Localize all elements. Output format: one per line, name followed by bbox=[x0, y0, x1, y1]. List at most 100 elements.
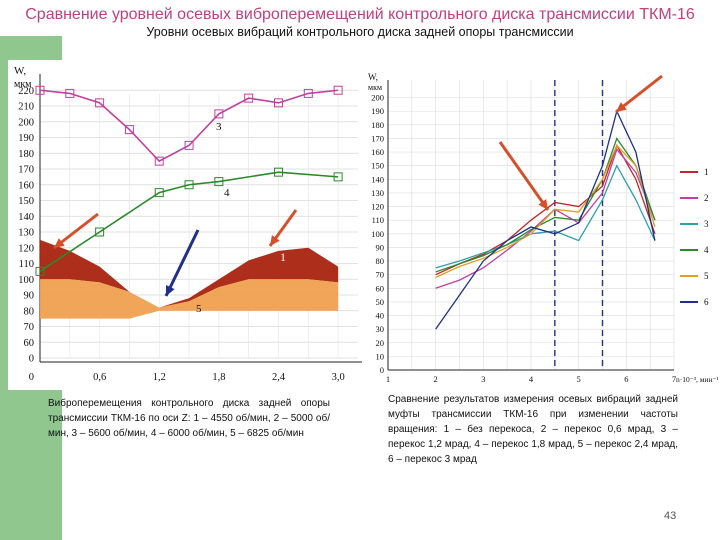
left-label-5: 5 bbox=[196, 303, 202, 315]
right-arrow-red-1-head bbox=[616, 102, 627, 112]
left-y-tick: 110 bbox=[19, 259, 34, 270]
left-y-tick: 170 bbox=[18, 165, 34, 176]
left-band-1 bbox=[40, 239, 339, 308]
right-x-tick: 4 bbox=[529, 374, 534, 384]
right-caption: Сравнение результатов измерения осевых в… bbox=[388, 394, 678, 465]
left-point-3 bbox=[184, 140, 194, 150]
right-series-3 bbox=[435, 164, 656, 269]
left-y-label-unit: мкм bbox=[14, 79, 32, 90]
left-point-3 bbox=[95, 98, 105, 108]
right-arrow-red-2-head bbox=[538, 199, 548, 210]
left-y-tick: 120 bbox=[18, 243, 34, 254]
right-legend-label-5: 5 bbox=[704, 271, 709, 281]
left-chart: 0 60 70 80 90 100 110 120 130 140 150 160 170 180 190 2… bbox=[8, 60, 391, 390]
right-y-tick: 180 bbox=[371, 120, 384, 130]
right-x-label: n·10⁻³, мин⁻¹ bbox=[676, 375, 718, 384]
slide-subtitle: Уровни осевых вибраций контрольного диск… bbox=[146, 25, 574, 39]
right-x-tick: 3 bbox=[481, 374, 485, 384]
right-y-tick: 100 bbox=[371, 229, 384, 239]
left-y-tick: 0 bbox=[29, 354, 34, 365]
left-y-tick: 80 bbox=[24, 306, 35, 317]
left-point-3 bbox=[244, 93, 254, 103]
left-zero: 0 bbox=[29, 372, 34, 383]
right-y-tick: 20 bbox=[376, 338, 385, 348]
right-y-tick: 0 bbox=[380, 365, 384, 375]
right-x-tick: 7 bbox=[672, 374, 676, 384]
left-label-1: 1 bbox=[280, 250, 286, 264]
left-y-tick: 220 bbox=[18, 86, 34, 97]
left-arrow-blue bbox=[164, 229, 200, 297]
right-x-tick: 1 bbox=[386, 374, 390, 384]
right-chart: 0 10 20 30 40 50 60 70 80 90 100 110 120 130 140 150 160… bbox=[362, 70, 719, 388]
left-y-tick: 180 bbox=[18, 149, 34, 160]
right-y-tick: 50 bbox=[376, 297, 385, 307]
left-arrow-red-1-head bbox=[54, 238, 65, 248]
left-point-4 bbox=[274, 167, 283, 177]
right-y-tick: 40 bbox=[376, 311, 385, 321]
left-y-tick: 100 bbox=[18, 275, 34, 286]
left-x-tick: 1,2 bbox=[153, 372, 166, 383]
right-legend-label-4: 4 bbox=[704, 245, 709, 255]
right-y-tick: 130 bbox=[371, 188, 384, 198]
left-y-tick: 150 bbox=[18, 196, 34, 207]
left-series-3 bbox=[39, 89, 339, 163]
right-y-tick: 90 bbox=[376, 242, 385, 252]
right-legend-label-1: 1 bbox=[704, 167, 709, 177]
left-y-tick: 130 bbox=[18, 228, 34, 239]
right-y-tick: 190 bbox=[371, 106, 384, 116]
left-point-4 bbox=[154, 188, 164, 198]
right-x-tick: 5 bbox=[577, 374, 581, 384]
left-caption: Виброперемещения контрольного диска задн… bbox=[48, 398, 330, 439]
right-y-tick: 80 bbox=[376, 256, 385, 266]
left-point-3 bbox=[65, 88, 75, 98]
right-series-5 bbox=[435, 144, 656, 278]
right-y-label-unit: мкм bbox=[368, 83, 382, 92]
left-chart-svg: 0607080901001101201301401501601701801902… bbox=[14, 65, 391, 383]
left-y-tick: 210 bbox=[18, 102, 34, 113]
left-arrow-red-2-head bbox=[270, 235, 280, 246]
left-point-3 bbox=[154, 156, 164, 166]
left-point-4 bbox=[35, 266, 45, 276]
right-series-4 bbox=[435, 137, 656, 273]
slide-title: Сравнение уровней осевых виброперемещени… bbox=[25, 6, 695, 23]
right-y-label: W, bbox=[368, 72, 378, 82]
left-y-tick: 190 bbox=[18, 133, 34, 144]
left-x-tick: 2,4 bbox=[272, 372, 286, 383]
left-y-tick: 200 bbox=[18, 117, 34, 128]
left-point-4 bbox=[333, 172, 343, 182]
right-y-tick: 120 bbox=[371, 202, 384, 212]
right-series-6 bbox=[435, 109, 656, 330]
left-label-3: 3 bbox=[216, 121, 222, 133]
left-label-4: 4 bbox=[224, 187, 230, 199]
right-y-tick: 30 bbox=[376, 324, 385, 334]
left-y-tick: 70 bbox=[24, 322, 35, 333]
left-x-tick: 1,8 bbox=[212, 372, 225, 383]
right-y-tick: 170 bbox=[371, 133, 384, 143]
right-y-tick: 110 bbox=[372, 215, 384, 225]
left-series-4 bbox=[39, 171, 339, 273]
right-legend-label-6: 6 bbox=[704, 297, 709, 307]
page-number: 43 bbox=[664, 510, 677, 522]
left-point-3 bbox=[214, 109, 224, 119]
right-x-tick: 6 bbox=[624, 374, 628, 384]
right-arrow-red-2 bbox=[498, 141, 550, 211]
right-chart-svg: 0 10 20 30 40 50 60 70 80 90 100 110 120 130 140 150 160… bbox=[368, 72, 719, 384]
left-band-2 bbox=[40, 279, 339, 319]
right-series-1 bbox=[435, 143, 656, 276]
right-y-tick: 60 bbox=[376, 283, 385, 293]
left-point-4 bbox=[214, 177, 224, 187]
right-x-tick: 2 bbox=[434, 374, 438, 384]
left-y-tick: 160 bbox=[18, 180, 34, 191]
left-y-tick: 60 bbox=[24, 338, 35, 349]
right-y-tick: 200 bbox=[371, 93, 384, 103]
right-y-tick: 150 bbox=[371, 161, 384, 171]
left-y-tick: 90 bbox=[24, 291, 35, 302]
right-legend-label-3: 3 bbox=[704, 219, 709, 229]
right-y-tick: 70 bbox=[376, 270, 385, 280]
right-y-tick: 160 bbox=[371, 147, 384, 157]
left-point-3 bbox=[124, 125, 134, 135]
left-point-3 bbox=[303, 88, 313, 98]
left-point-4 bbox=[95, 227, 105, 237]
right-legend-label-2: 2 bbox=[704, 193, 709, 203]
left-y-tick: 140 bbox=[18, 212, 34, 223]
